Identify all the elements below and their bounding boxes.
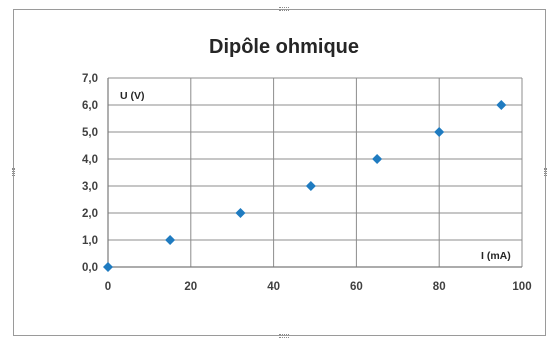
data-point (305, 181, 316, 191)
y-tick-label: 2,0 (82, 208, 98, 220)
data-point (165, 235, 176, 245)
grid-lines (108, 77, 523, 267)
y-tick-label: 7,0 (82, 73, 98, 85)
data-point (372, 154, 383, 164)
data-point (235, 208, 246, 218)
y-tick-label: 1,0 (82, 235, 98, 247)
x-tick-label: 100 (512, 281, 531, 293)
data-point (434, 127, 445, 137)
resize-handle-top[interactable] (279, 7, 289, 11)
y-tick-label: 0,0 (82, 262, 98, 274)
resize-handle-right[interactable] (544, 168, 547, 176)
chart-frame[interactable] (13, 9, 546, 336)
data-points (103, 100, 507, 272)
y-tick-label: 5,0 (82, 127, 98, 139)
y-tick-label: 3,0 (82, 181, 98, 193)
x-axis-label: I (mA) (481, 250, 511, 262)
y-tick-labels: 0,0 1,0 2,0 3,0 4,0 5,0 6,0 7,0 (82, 73, 98, 274)
y-tick-label: 4,0 (82, 154, 98, 166)
x-tick-label: 60 (350, 281, 363, 293)
y-tick-label: 6,0 (82, 100, 98, 112)
resize-handle-left[interactable] (12, 168, 15, 176)
y-axis-label: U (V) (120, 90, 145, 102)
axes (107, 78, 522, 268)
x-tick-label: 40 (267, 281, 280, 293)
x-tick-label: 80 (433, 281, 446, 293)
data-point (103, 262, 113, 272)
x-tick-label: 20 (184, 281, 197, 293)
x-tick-label: 0 (105, 281, 111, 293)
x-tick-labels: 0 20 40 60 80 100 (105, 281, 532, 293)
data-point (496, 100, 507, 110)
resize-handle-bottom[interactable] (279, 334, 289, 338)
chart-title: Dipôle ohmique (209, 36, 359, 58)
